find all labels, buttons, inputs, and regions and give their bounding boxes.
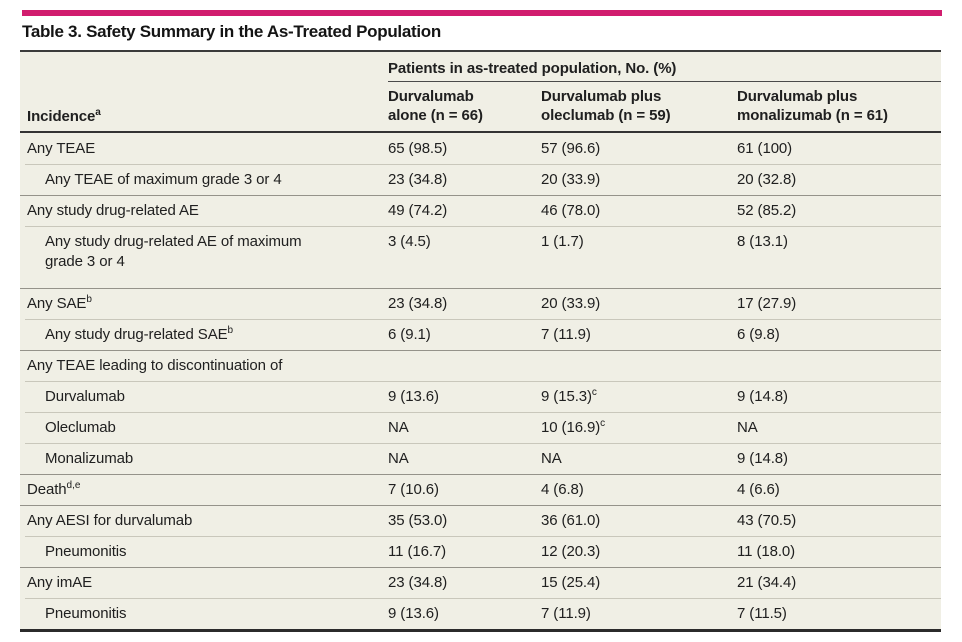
value-cell: NA [737, 418, 758, 436]
value-cell: 57 (96.6) [541, 139, 601, 157]
value-cell: 9 (14.8) [737, 449, 788, 467]
table-row: Pneumonitis 11 (16.7) 12 (20.3) 11 (18.0) [20, 536, 941, 567]
table-row: Any imAE 23 (34.8) 15 (25.4) 21 (34.4) [20, 567, 941, 598]
table-row: Any study drug-related AE of maximum gra… [20, 226, 941, 288]
row-label: Pneumonitis [45, 542, 127, 560]
value-cell: 23 (34.8) [388, 574, 448, 591]
value-cell: 23 (34.8) [388, 295, 448, 312]
footnote-marker: b [86, 294, 92, 305]
value-cell: NA [388, 449, 409, 467]
value-cell: 43 (70.5) [737, 512, 797, 529]
row-label: Any TEAE leading to discontinuation of [27, 357, 283, 374]
column-header-3: Durvalumab plus monalizumab (n = 61) [737, 88, 888, 124]
footnote-marker: c [591, 386, 597, 398]
column-spanner: Patients in as-treated population, No. (… [388, 52, 941, 82]
footnote-marker: c [600, 417, 606, 429]
row-label: Any imAE [27, 574, 93, 591]
value-cell: 20 (33.9) [541, 295, 601, 312]
value-cell: 7 (11.9) [541, 325, 591, 343]
value-cell: 10 (16.9)c [541, 417, 606, 436]
value-cell: 9 (13.6) [388, 604, 439, 622]
value-cell: 1 (1.7) [541, 233, 584, 250]
value-cell: 11 (16.7) [388, 542, 447, 560]
table-title: Table 3. Safety Summary in the As-Treate… [22, 22, 441, 41]
table-body: Any TEAE 65 (98.5) 57 (96.6) 61 (100) Any TE… [20, 133, 941, 629]
table-row: Any TEAE 65 (98.5) 57 (96.6) 61 (100) [20, 133, 941, 164]
row-label: Any TEAE of maximum grade 3 or 4 [45, 170, 282, 188]
row-label: Pneumonitis [45, 604, 127, 622]
value-cell: 20 (32.8) [737, 170, 797, 188]
table-row: Any TEAE leading to discontinuation of [20, 350, 941, 381]
value-cell: 36 (61.0) [541, 512, 601, 529]
value-cell: 52 (85.2) [737, 202, 797, 219]
row-label: Any SAEb [27, 294, 92, 313]
safety-summary-table: Incidencea Patients in as-treated popula… [20, 50, 941, 632]
row-label: Deathd,e [27, 480, 81, 499]
row-label: Any TEAE [27, 139, 96, 157]
value-cell: 46 (78.0) [541, 202, 601, 219]
value-cell: 6 (9.8) [737, 325, 780, 343]
row-label: Monalizumab [45, 449, 134, 467]
value-cell: 6 (9.1) [388, 325, 431, 343]
value-cell: 49 (74.2) [388, 202, 448, 219]
row-label: Oleclumab [45, 418, 116, 436]
row-label: Durvalumab [45, 387, 125, 405]
value-cell: 17 (27.9) [737, 295, 797, 312]
table-row: Oleclumab NA 10 (16.9)c NA [20, 412, 941, 443]
row-header-incidence: Incidencea [20, 108, 388, 131]
value-cell: 20 (33.9) [541, 170, 601, 188]
value-cell: 9 (13.6) [388, 387, 439, 405]
value-cell: 21 (34.4) [737, 574, 797, 591]
value-cell: 7 (11.9) [541, 604, 591, 622]
row-label: Any study drug-related SAEb [45, 324, 234, 343]
row-label: Any study drug-related AE of maximum gra… [45, 233, 302, 270]
table-row: Any SAEb 23 (34.8) 20 (33.9) 17 (27.9) [20, 288, 941, 319]
value-cell: 35 (53.0) [388, 512, 448, 529]
table-row: Any study drug-related AE 49 (74.2) 46 (78… [20, 195, 941, 226]
value-cell: 9 (14.8) [737, 387, 788, 405]
row-header-footnote-marker: a [95, 107, 101, 118]
column-header-1: Durvalumab alone (n = 66) [388, 88, 483, 124]
value-cell: NA [541, 449, 562, 467]
value-cell: NA [388, 418, 409, 436]
table-row: Durvalumab 9 (13.6) 9 (15.3)c 9 (14.8) [20, 381, 941, 412]
footnote-marker: b [227, 324, 234, 336]
column-header-2: Durvalumab plus oleclumab (n = 59) [541, 88, 671, 124]
footnote-marker: d,e [66, 480, 81, 491]
column-headers: Durvalumab alone (n = 66) Durvalumab plus o… [388, 82, 941, 131]
header-right: Patients in as-treated population, No. (… [388, 52, 941, 131]
row-label: Any study drug-related AE [27, 202, 199, 219]
top-accent-bar [22, 10, 942, 16]
value-cell: 15 (25.4) [541, 574, 601, 591]
value-cell: 11 (18.0) [737, 542, 796, 560]
table-row: Deathd,e 7 (10.6) 4 (6.8) 4 (6.6) [20, 474, 941, 505]
table-row: Monalizumab NA NA 9 (14.8) [20, 443, 941, 474]
value-cell: 4 (6.6) [737, 481, 780, 498]
value-cell: 61 (100) [737, 139, 793, 157]
value-cell: 7 (11.5) [737, 604, 787, 622]
row-header-label: Incidence [27, 108, 96, 125]
value-cell: 12 (20.3) [541, 542, 601, 560]
table-header: Incidencea Patients in as-treated popula… [20, 52, 941, 133]
value-cell: 8 (13.1) [737, 233, 788, 250]
table-row: Any AESI for durvalumab 35 (53.0) 36 (61.0… [20, 505, 941, 536]
value-cell: 3 (4.5) [388, 233, 431, 250]
value-cell: 4 (6.8) [541, 481, 584, 498]
value-cell: 9 (15.3)c [541, 386, 597, 405]
row-label: Any AESI for durvalumab [27, 512, 193, 529]
value-cell: 23 (34.8) [388, 170, 448, 188]
table-row: Any study drug-related SAEb 6 (9.1) 7 (11.… [20, 319, 941, 350]
table-row: Pneumonitis 9 (13.6) 7 (11.9) 7 (11.5) [20, 598, 941, 629]
value-cell: 7 (10.6) [388, 481, 439, 498]
value-cell: 65 (98.5) [388, 139, 448, 157]
table-row: Any TEAE of maximum grade 3 or 4 23 (34.8… [20, 164, 941, 195]
